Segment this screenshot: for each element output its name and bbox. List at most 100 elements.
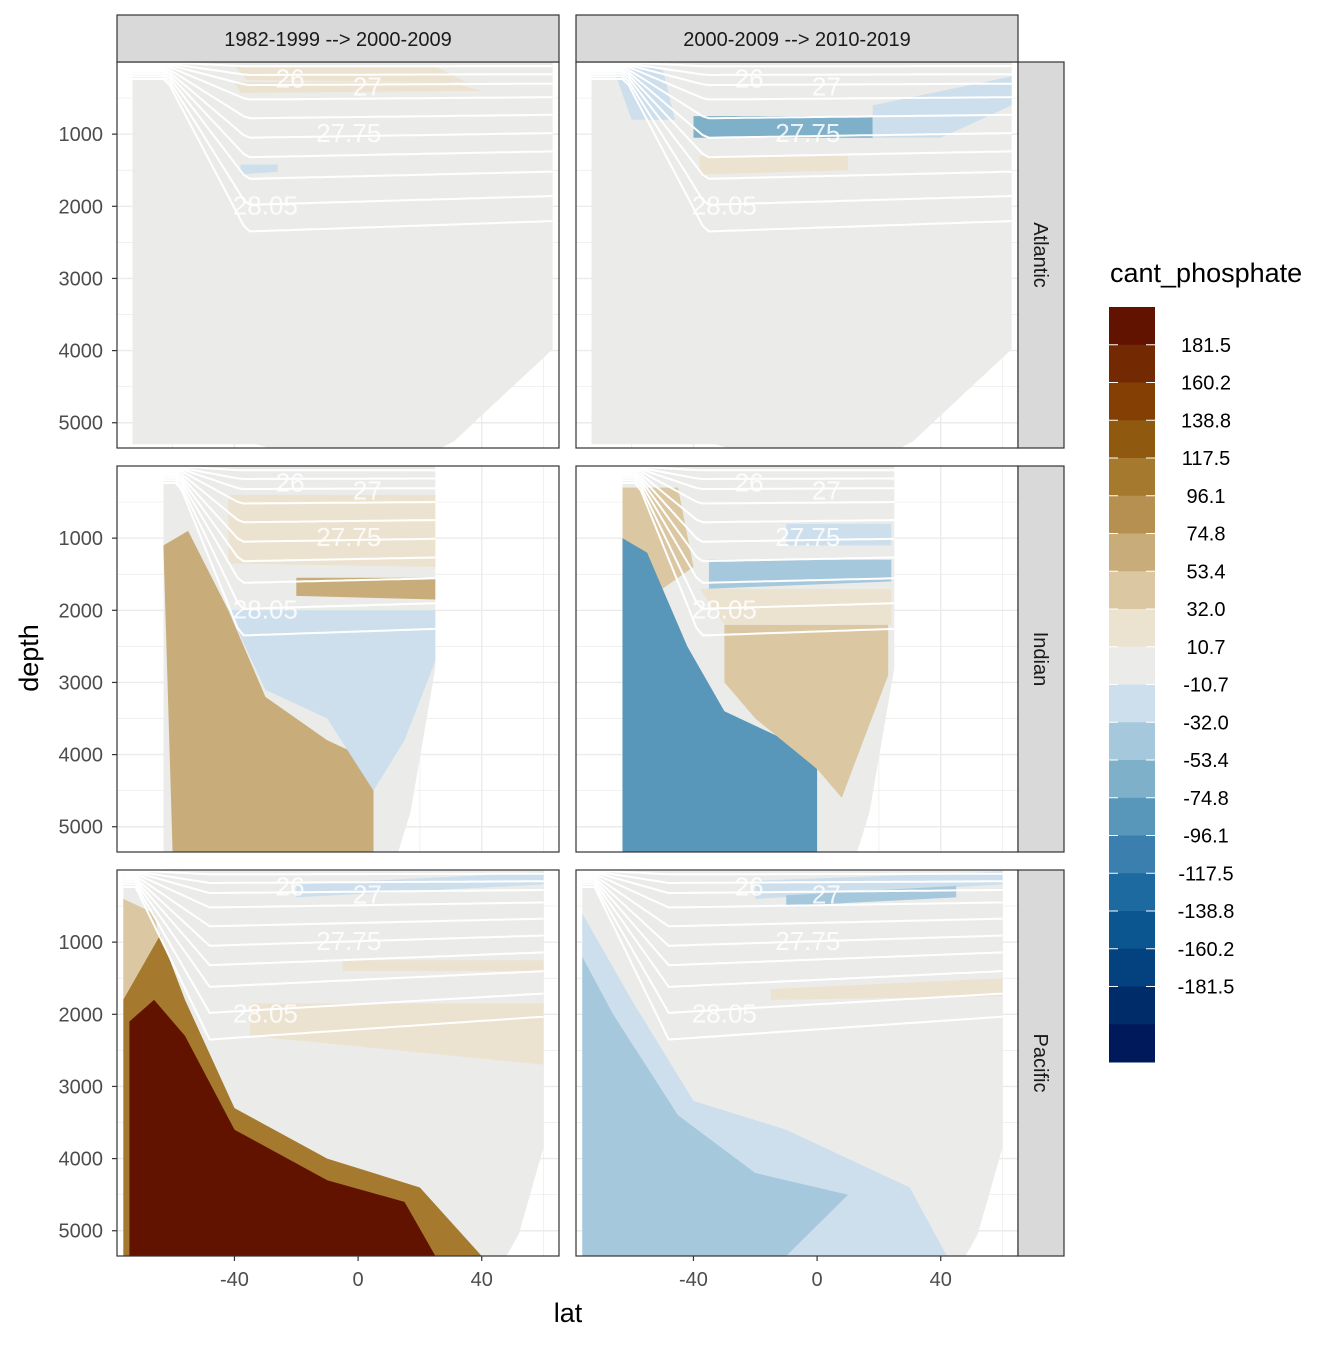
isopycnal-line bbox=[591, 78, 1012, 233]
isopycnal-label: 28.05 bbox=[692, 594, 757, 624]
panel-indian-2: 26 27 27.75 28.05 bbox=[575, 465, 1019, 853]
x-tick-label: 0 bbox=[353, 1269, 364, 1291]
isopycnals bbox=[123, 870, 544, 1041]
ocean-section bbox=[582, 870, 1003, 1256]
isopycnal-line bbox=[622, 466, 895, 472]
x-tick-label: -40 bbox=[679, 1269, 708, 1291]
isopycnal-line bbox=[622, 479, 895, 610]
isopycnal-label: 26 bbox=[735, 871, 764, 901]
isopycnal-line bbox=[582, 876, 1003, 947]
anomaly-patch bbox=[228, 494, 436, 567]
y-tick-label: 4000 bbox=[59, 341, 104, 363]
anomaly-patch bbox=[228, 610, 436, 791]
isopycnal-label: 27.75 bbox=[775, 926, 840, 956]
isopycnal-line bbox=[132, 72, 553, 180]
ocean-section bbox=[163, 466, 436, 852]
legend-title: cant_phosphate bbox=[1110, 258, 1302, 288]
isopycnal-label: 26 bbox=[276, 467, 305, 497]
anomaly-patch bbox=[872, 76, 1012, 138]
isopycnal-line bbox=[622, 472, 895, 543]
isopycnal-line bbox=[123, 886, 544, 1041]
isopycnal-line bbox=[163, 479, 436, 610]
isopycnal-line bbox=[163, 472, 436, 543]
anomaly-patch bbox=[342, 960, 544, 971]
x-tick-label: 0 bbox=[812, 1269, 823, 1291]
isopycnal-label: 27 bbox=[812, 879, 841, 909]
isopycnal-line bbox=[123, 872, 544, 909]
legend-swatch bbox=[1109, 382, 1155, 421]
ocean-domain bbox=[591, 62, 1012, 448]
legend-label: -138.8 bbox=[1178, 901, 1235, 923]
isopycnal-line bbox=[123, 874, 544, 928]
isopycnal-line bbox=[163, 482, 436, 637]
legend-label: -117.5 bbox=[1178, 863, 1233, 885]
legend-swatch bbox=[1109, 571, 1155, 610]
legend-swatch bbox=[1109, 420, 1155, 459]
isopycnal-line bbox=[132, 62, 553, 68]
isopycnal-line bbox=[582, 871, 1003, 895]
isopycnal-line bbox=[582, 878, 1003, 967]
isopycnal-label: 27 bbox=[353, 71, 382, 101]
y-tick-label: 5000 bbox=[59, 817, 104, 839]
isopycnal-line bbox=[123, 870, 544, 876]
isopycnals bbox=[582, 870, 1003, 1041]
isopycnal-line bbox=[163, 466, 436, 480]
isopycnal-label: 26 bbox=[735, 63, 764, 93]
anomaly-patch bbox=[296, 577, 436, 600]
ocean-section bbox=[622, 466, 895, 852]
legend-swatch bbox=[1109, 495, 1155, 534]
isopycnal-line bbox=[132, 62, 553, 76]
column-strip-1 bbox=[116, 14, 560, 63]
isopycnal-line bbox=[622, 468, 895, 505]
panel-border bbox=[116, 869, 560, 1257]
legend: cant_phosphate 181.5 160.2 138.8 117.5 96.1 7… bbox=[1109, 258, 1302, 1063]
row-strip-label: Indian bbox=[1029, 632, 1051, 687]
isopycnal-line bbox=[582, 870, 1003, 876]
legend-label: 96.1 bbox=[1187, 486, 1226, 508]
isopycnal-line bbox=[622, 467, 895, 491]
isopycnal-label: 27.75 bbox=[316, 522, 381, 552]
isopycnal-line bbox=[591, 63, 1012, 87]
panel-pacific-2: 26 27 27.75 28.05 bbox=[575, 869, 1019, 1257]
isopycnal-label: 26 bbox=[276, 871, 305, 901]
legend-swatch bbox=[1109, 911, 1155, 950]
column-strip-label: 2000-2009 --> 2010-2019 bbox=[683, 29, 910, 51]
y-tick-label: 3000 bbox=[59, 268, 104, 290]
isopycnal-label: 27.75 bbox=[775, 522, 840, 552]
isopycnal-label: 27.75 bbox=[316, 118, 381, 148]
legend-swatch bbox=[1109, 533, 1155, 572]
isopycnal-line bbox=[591, 70, 1012, 159]
isopycnal-label: 27 bbox=[353, 475, 382, 505]
isopycnal-label: 27 bbox=[353, 879, 382, 909]
legend-label: -160.2 bbox=[1178, 939, 1235, 961]
legend-swatch bbox=[1109, 307, 1155, 346]
isopycnal-line bbox=[622, 474, 895, 563]
isopycnal-line bbox=[591, 75, 1012, 206]
isopycnal-label: 27.75 bbox=[775, 118, 840, 148]
legend-label: 53.4 bbox=[1187, 561, 1226, 583]
isopycnal-line bbox=[582, 872, 1003, 909]
isopycnal-label: 27.75 bbox=[316, 926, 381, 956]
y-axis-title: depth bbox=[14, 624, 44, 692]
isopycnal-line bbox=[622, 482, 895, 637]
isopycnal-line bbox=[123, 870, 544, 884]
panel-indian-1: 26 27 27.75 28.05 bbox=[116, 465, 560, 853]
isopycnal-line bbox=[132, 70, 553, 159]
isopycnal-line bbox=[163, 470, 436, 524]
legend-label: 181.5 bbox=[1181, 335, 1231, 357]
isopycnal-line bbox=[622, 470, 895, 524]
isopycnal-label: 28.05 bbox=[233, 998, 298, 1028]
legend-swatch bbox=[1109, 948, 1155, 987]
x-axis-title: lat bbox=[554, 1298, 583, 1328]
isopycnal-line bbox=[123, 871, 544, 895]
isopycnal-line bbox=[132, 75, 553, 206]
legend-label: 74.8 bbox=[1187, 524, 1226, 546]
isopycnal-line bbox=[132, 78, 553, 233]
panel-atlantic-2: 26 27 27.75 28.05 bbox=[575, 61, 1019, 449]
y-tick-label: 5000 bbox=[59, 1221, 104, 1243]
legend-label: -10.7 bbox=[1183, 675, 1229, 697]
legend-label: -32.0 bbox=[1183, 712, 1229, 734]
isopycnal-line bbox=[591, 62, 1012, 68]
x-tick-label: -40 bbox=[220, 1269, 249, 1291]
